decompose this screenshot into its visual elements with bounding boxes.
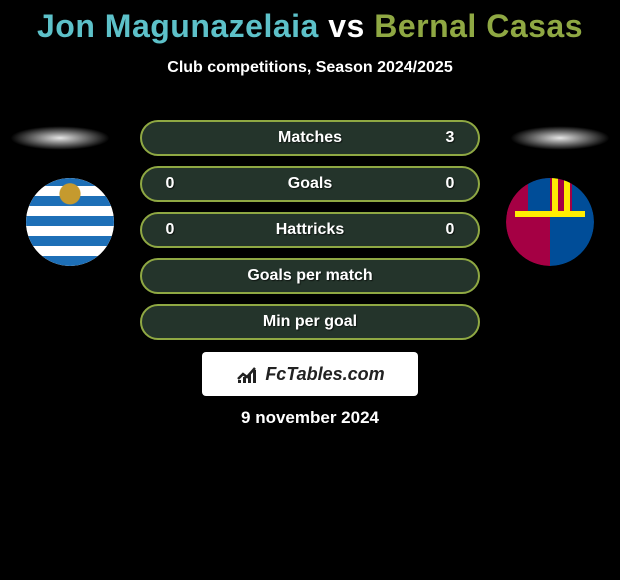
crest-left bbox=[26, 178, 114, 266]
vs-separator: vs bbox=[319, 8, 374, 44]
stat-label: Min per goal bbox=[142, 313, 478, 331]
player2-shadow bbox=[510, 126, 610, 150]
comparison-card: Jon Magunazelaia vs Bernal Casas Club co… bbox=[0, 0, 620, 580]
date-text: 9 november 2024 bbox=[0, 408, 620, 428]
player2-name: Bernal Casas bbox=[374, 8, 583, 44]
crest-right bbox=[506, 178, 594, 266]
stat-label: Matches bbox=[142, 129, 478, 147]
stat-row: Goals per match bbox=[140, 258, 480, 294]
stats-table: Matches3 0Goals0 0Hattricks0 Goals per matc… bbox=[140, 120, 480, 350]
subtitle: Club competitions, Season 2024/2025 bbox=[0, 59, 620, 77]
barcelona-crest bbox=[506, 178, 594, 266]
stat-row: Min per goal bbox=[140, 304, 480, 340]
real-sociedad-crest bbox=[26, 178, 114, 266]
stat-row: 0Goals0 bbox=[140, 166, 480, 202]
watermark: FcTables.com bbox=[202, 352, 418, 396]
stat-row: Matches3 bbox=[140, 120, 480, 156]
player1-name: Jon Magunazelaia bbox=[37, 8, 319, 44]
chart-icon bbox=[235, 362, 259, 386]
stat-label: Hattricks bbox=[142, 221, 478, 239]
watermark-text: FcTables.com bbox=[265, 364, 384, 385]
stat-label: Goals bbox=[142, 175, 478, 193]
page-title: Jon Magunazelaia vs Bernal Casas bbox=[0, 0, 620, 45]
player1-shadow bbox=[10, 126, 110, 150]
stat-label: Goals per match bbox=[142, 267, 478, 285]
stat-row: 0Hattricks0 bbox=[140, 212, 480, 248]
